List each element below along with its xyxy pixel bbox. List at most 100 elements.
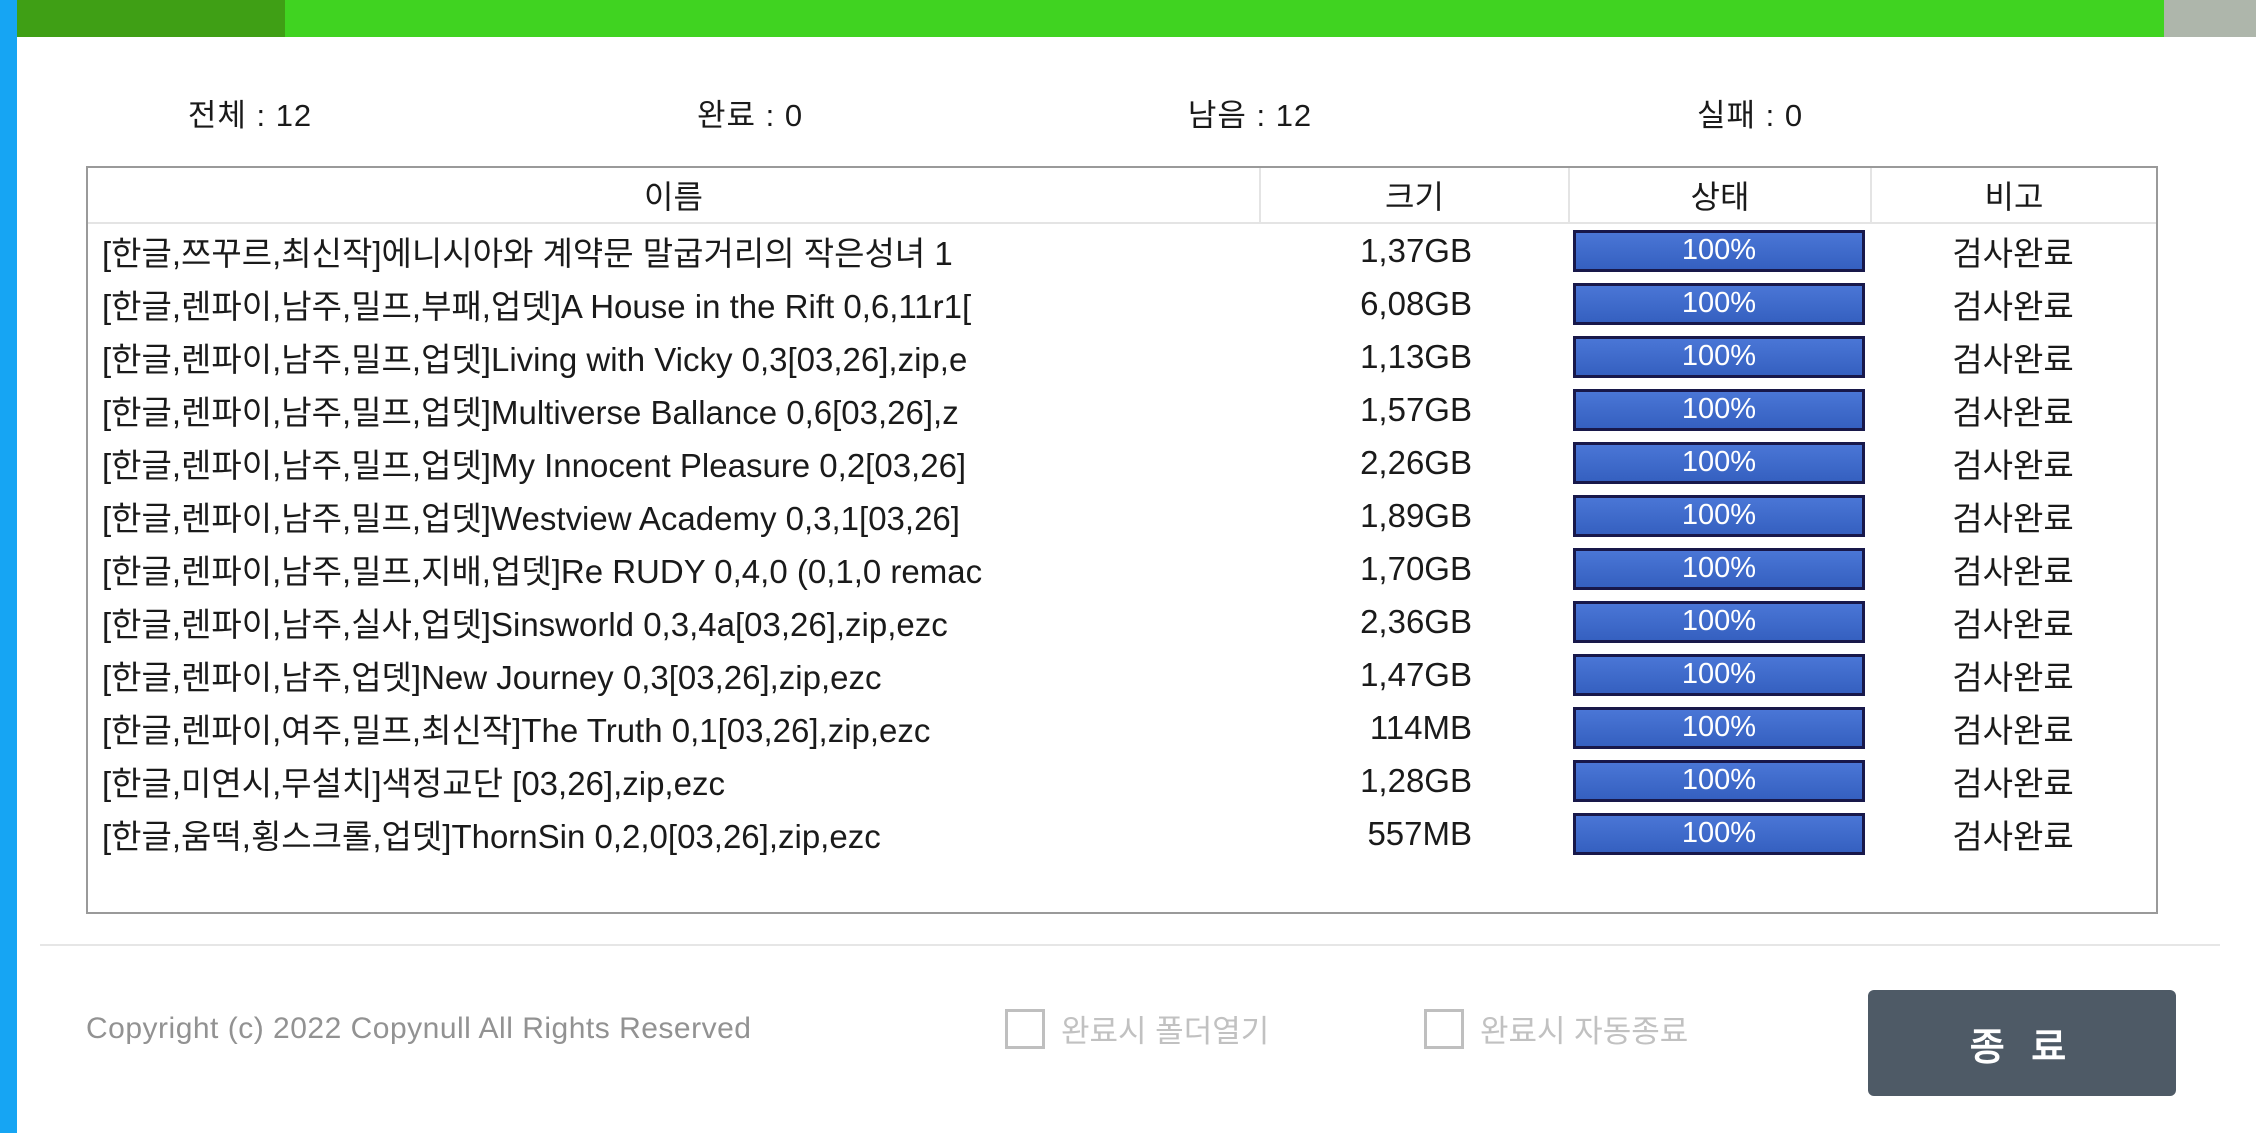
- progress-label: 100%: [1681, 287, 1757, 319]
- progress-bar: 100%: [1573, 282, 1865, 325]
- overall-progress-bar: [17, 0, 2256, 37]
- progress-label: 100%: [1681, 605, 1757, 637]
- checkbox-open-folder-box[interactable]: [1005, 1008, 1045, 1049]
- checkbox-auto-exit-box[interactable]: [1424, 1008, 1464, 1049]
- column-header-size[interactable]: 크기: [1259, 168, 1568, 222]
- exit-button[interactable]: 종 료: [1868, 990, 2176, 1096]
- stat-failed: 실패 : 0: [1696, 98, 1804, 133]
- file-name: [한글,미연시,무설치]색정교단 [03,26],zip,ezc: [102, 764, 725, 802]
- file-size: 114MB: [1369, 708, 1472, 746]
- file-status-cell: 100%: [1568, 441, 1870, 484]
- table-row[interactable]: [한글,렌파이,여주,밀프,최신작]The Truth 0,1[03,26],z…: [88, 701, 2156, 754]
- file-remark: 검사완료: [1952, 605, 2074, 643]
- progress-label: 100%: [1681, 711, 1757, 743]
- file-list: 이름 크기 상태 비고 [한글,쯔꾸르,최신작]에니시아와 계약문 말굽거리의 …: [86, 166, 2158, 914]
- progress-segment-remaining: [2164, 0, 2256, 37]
- progress-label: 100%: [1681, 499, 1757, 531]
- table-row[interactable]: [한글,렌파이,남주,밀프,업뎃]Living with Vicky 0,3[0…: [88, 330, 2156, 383]
- file-size: 1,47GB: [1360, 655, 1472, 693]
- progress-label: 100%: [1681, 234, 1757, 266]
- file-status-cell: 100%: [1568, 388, 1870, 431]
- progress-bar: 100%: [1573, 759, 1865, 802]
- progress-bar: 100%: [1573, 494, 1865, 537]
- file-size: 1,57GB: [1360, 390, 1472, 428]
- file-name: [한글,렌파이,남주,밀프,부패,업뎃]A House in the Rift …: [102, 287, 972, 325]
- column-header-name[interactable]: 이름: [644, 179, 703, 215]
- progress-bar: 100%: [1573, 706, 1865, 749]
- file-size: 1,13GB: [1360, 337, 1472, 375]
- file-size: 2,26GB: [1360, 443, 1472, 481]
- table-row[interactable]: [한글,렌파이,남주,밀프,업뎃]Westview Academy 0,3,1[…: [88, 489, 2156, 542]
- progress-fill: [1576, 232, 1862, 269]
- file-name: [한글,렌파이,남주,밀프,업뎃]Living with Vicky 0,3[0…: [102, 340, 968, 378]
- table-row[interactable]: [한글,렌파이,남주,밀프,업뎃]Multiverse Ballance 0,6…: [88, 383, 2156, 436]
- file-status-cell: 100%: [1568, 600, 1870, 643]
- file-status-cell: 100%: [1568, 759, 1870, 802]
- stat-total: 전체 : 12: [187, 98, 313, 133]
- progress-bar: 100%: [1573, 441, 1865, 484]
- stat-remaining: 남음 : 12: [1187, 98, 1313, 133]
- progress-segment-filled: [285, 0, 2164, 37]
- file-remark: 검사완료: [1952, 287, 2074, 325]
- file-remark: 검사완료: [1952, 234, 2074, 272]
- column-header-status[interactable]: 상태: [1568, 168, 1870, 222]
- file-status-cell: 100%: [1568, 282, 1870, 325]
- progress-bar: 100%: [1573, 653, 1865, 696]
- table-row[interactable]: [한글,렌파이,남주,밀프,부패,업뎃]A House in the Rift …: [88, 277, 2156, 330]
- progress-fill: [1576, 550, 1862, 587]
- progress-label: 100%: [1681, 446, 1757, 478]
- file-status-cell: 100%: [1568, 547, 1870, 590]
- file-status-cell: 100%: [1568, 653, 1870, 696]
- progress-bar: 100%: [1573, 229, 1865, 272]
- file-name: [한글,렌파이,여주,밀프,최신작]The Truth 0,1[03,26],z…: [102, 711, 931, 749]
- table-row[interactable]: [한글,렌파이,남주,밀프,지배,업뎃]Re RUDY 0,4,0 (0,1,0…: [88, 542, 2156, 595]
- footer-divider: [40, 944, 2220, 946]
- table-row[interactable]: [한글,렌파이,남주,밀프,업뎃]My Innocent Pleasure 0,…: [88, 436, 2156, 489]
- file-status-cell: 100%: [1568, 335, 1870, 378]
- file-list-header: 이름 크기 상태 비고: [88, 168, 2156, 224]
- file-remark: 검사완료: [1952, 340, 2074, 378]
- checkbox-open-folder[interactable]: 완료시 폴더열기: [1005, 1006, 1269, 1051]
- progress-label: 100%: [1681, 658, 1757, 690]
- file-name: [한글,렌파이,남주,업뎃]New Journey 0,3[03,26],zip…: [102, 658, 882, 696]
- file-size: 6,08GB: [1360, 284, 1472, 322]
- file-remark: 검사완료: [1952, 817, 2074, 855]
- progress-fill: [1576, 762, 1862, 799]
- file-remark: 검사완료: [1952, 658, 2074, 696]
- checkbox-auto-exit[interactable]: 완료시 자동종료: [1424, 1006, 1688, 1051]
- file-list-body: [한글,쯔꾸르,최신작]에니시아와 계약문 말굽거리의 작은성녀 1 1,37G…: [88, 224, 2156, 860]
- file-size: 2,36GB: [1360, 602, 1472, 640]
- file-status-cell: 100%: [1568, 812, 1870, 855]
- file-name: [한글,렌파이,남주,실사,업뎃]Sinsworld 0,3,4a[03,26]…: [102, 605, 948, 643]
- file-remark: 검사완료: [1952, 393, 2074, 431]
- table-row[interactable]: [한글,렌파이,남주,업뎃]New Journey 0,3[03,26],zip…: [88, 648, 2156, 701]
- stat-complete: 완료 : 0: [696, 98, 804, 133]
- table-row[interactable]: [한글,렌파이,남주,실사,업뎃]Sinsworld 0,3,4a[03,26]…: [88, 595, 2156, 648]
- column-header-remark[interactable]: 비고: [1870, 168, 2156, 222]
- copyright-text: Copyright (c) 2022 Copynull All Rights R…: [86, 1012, 752, 1045]
- progress-bar: 100%: [1573, 812, 1865, 855]
- table-row[interactable]: [한글,쯔꾸르,최신작]에니시아와 계약문 말굽거리의 작은성녀 1 1,37G…: [88, 224, 2156, 277]
- progress-fill: [1576, 444, 1862, 481]
- progress-label: 100%: [1681, 340, 1757, 372]
- progress-fill: [1576, 603, 1862, 640]
- left-accent-strip: [0, 0, 17, 1133]
- file-remark: 검사완료: [1952, 499, 2074, 537]
- file-size: 1,37GB: [1360, 231, 1472, 269]
- file-name: [한글,렌파이,남주,밀프,지배,업뎃]Re RUDY 0,4,0 (0,1,0…: [102, 552, 983, 590]
- file-size: 1,70GB: [1360, 549, 1472, 587]
- table-row[interactable]: [한글,미연시,무설치]색정교단 [03,26],zip,ezc 1,28GB …: [88, 754, 2156, 807]
- summary-stats: 전체 : 12 완료 : 0 남음 : 12 실패 : 0: [0, 90, 2000, 135]
- progress-fill: [1576, 285, 1862, 322]
- checkbox-auto-exit-label: 완료시 자동종료: [1480, 1014, 1689, 1049]
- progress-bar: 100%: [1573, 388, 1865, 431]
- file-size: 1,28GB: [1360, 761, 1472, 799]
- file-remark: 검사완료: [1952, 711, 2074, 749]
- progress-label: 100%: [1681, 817, 1757, 849]
- file-status-cell: 100%: [1568, 229, 1870, 272]
- file-size: 1,89GB: [1360, 496, 1472, 534]
- table-row[interactable]: [한글,움떡,횡스크롤,업뎃]ThornSin 0,2,0[03,26],zip…: [88, 807, 2156, 860]
- progress-fill: [1576, 656, 1862, 693]
- progress-segment-dark: [17, 0, 285, 37]
- progress-label: 100%: [1681, 552, 1757, 584]
